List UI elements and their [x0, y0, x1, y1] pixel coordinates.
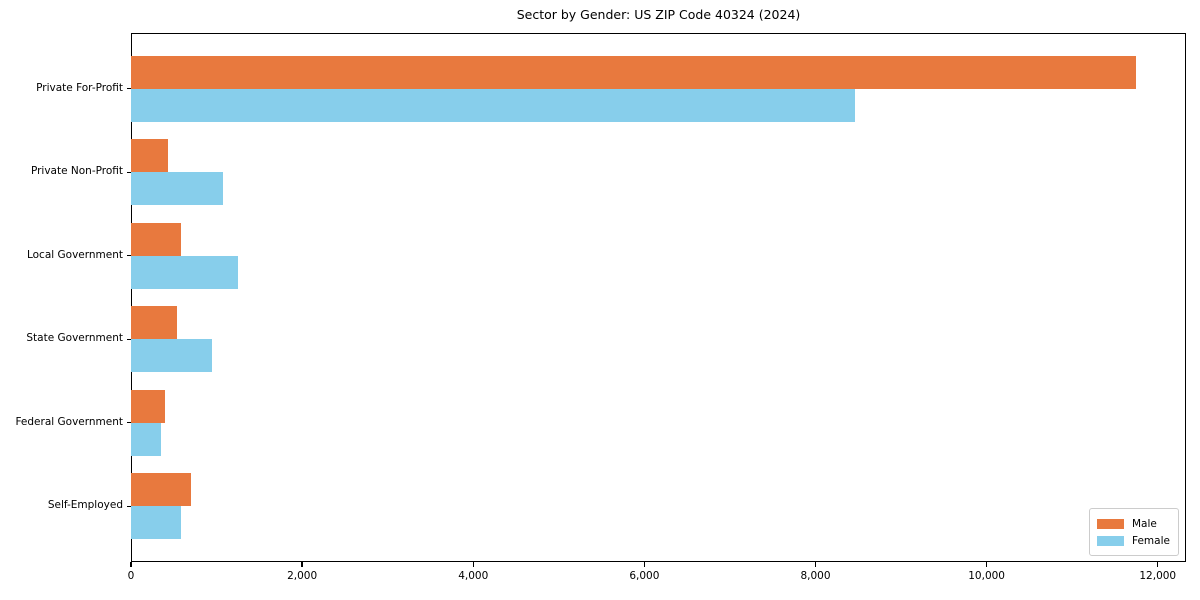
y-tick-label: Self-Employed: [47, 499, 123, 512]
x-tick-mark: [130, 562, 132, 567]
legend-swatch-female: [1097, 535, 1124, 546]
y-tick-label: State Government: [26, 332, 123, 345]
x-tick-mark: [472, 562, 474, 567]
bar-female-2: [131, 255, 238, 289]
x-tick-label: 10,000: [968, 570, 1005, 582]
y-tick-label: Private Non-Profit: [30, 165, 123, 178]
x-tick-mark: [301, 562, 303, 567]
x-tick-label: 12,000: [1139, 570, 1177, 582]
x-tick-mark: [985, 562, 988, 567]
y-tick-mark: [127, 171, 131, 173]
bar-male-3: [131, 306, 178, 340]
y-tick-mark: [127, 422, 131, 424]
y-tick-label: Private For-Profit: [36, 81, 123, 94]
bar-female-3: [131, 339, 213, 373]
x-tick-label: 0: [127, 570, 135, 582]
legend: Male Female: [1089, 508, 1179, 556]
bar-female-0: [131, 88, 855, 122]
bar-male-0: [131, 55, 1136, 89]
x-tick-mark: [1157, 562, 1159, 567]
x-tick-label: 4,000: [458, 570, 489, 582]
x-tick-label: 2,000: [287, 570, 318, 582]
x-tick-label: 6,000: [629, 570, 660, 582]
bar-male-4: [131, 389, 166, 423]
legend-label-male: Male: [1132, 517, 1157, 530]
bar-male-1: [131, 139, 168, 173]
chart-title: Sector by Gender: US ZIP Code 40324 (202…: [516, 7, 801, 22]
x-tick-mark: [814, 562, 817, 567]
y-tick-mark: [127, 88, 131, 90]
bar-female-5: [131, 506, 182, 540]
bar-female-4: [131, 422, 161, 456]
bar-male-5: [131, 473, 191, 507]
y-tick-label: Local Government: [26, 248, 123, 261]
bar-female-1: [131, 172, 224, 206]
legend-label-female: Female: [1132, 534, 1170, 547]
legend-item-female: Female: [1097, 535, 1178, 547]
legend-swatch-male: [1097, 518, 1124, 529]
bar-male-2: [131, 222, 182, 256]
x-tick-label: 8,000: [800, 570, 831, 582]
y-tick-mark: [127, 255, 131, 257]
y-tick-label: Federal Government: [15, 415, 123, 428]
y-tick-mark: [127, 505, 131, 507]
legend-item-male: Male: [1097, 518, 1178, 530]
y-tick-mark: [127, 338, 131, 340]
x-tick-mark: [643, 562, 646, 567]
